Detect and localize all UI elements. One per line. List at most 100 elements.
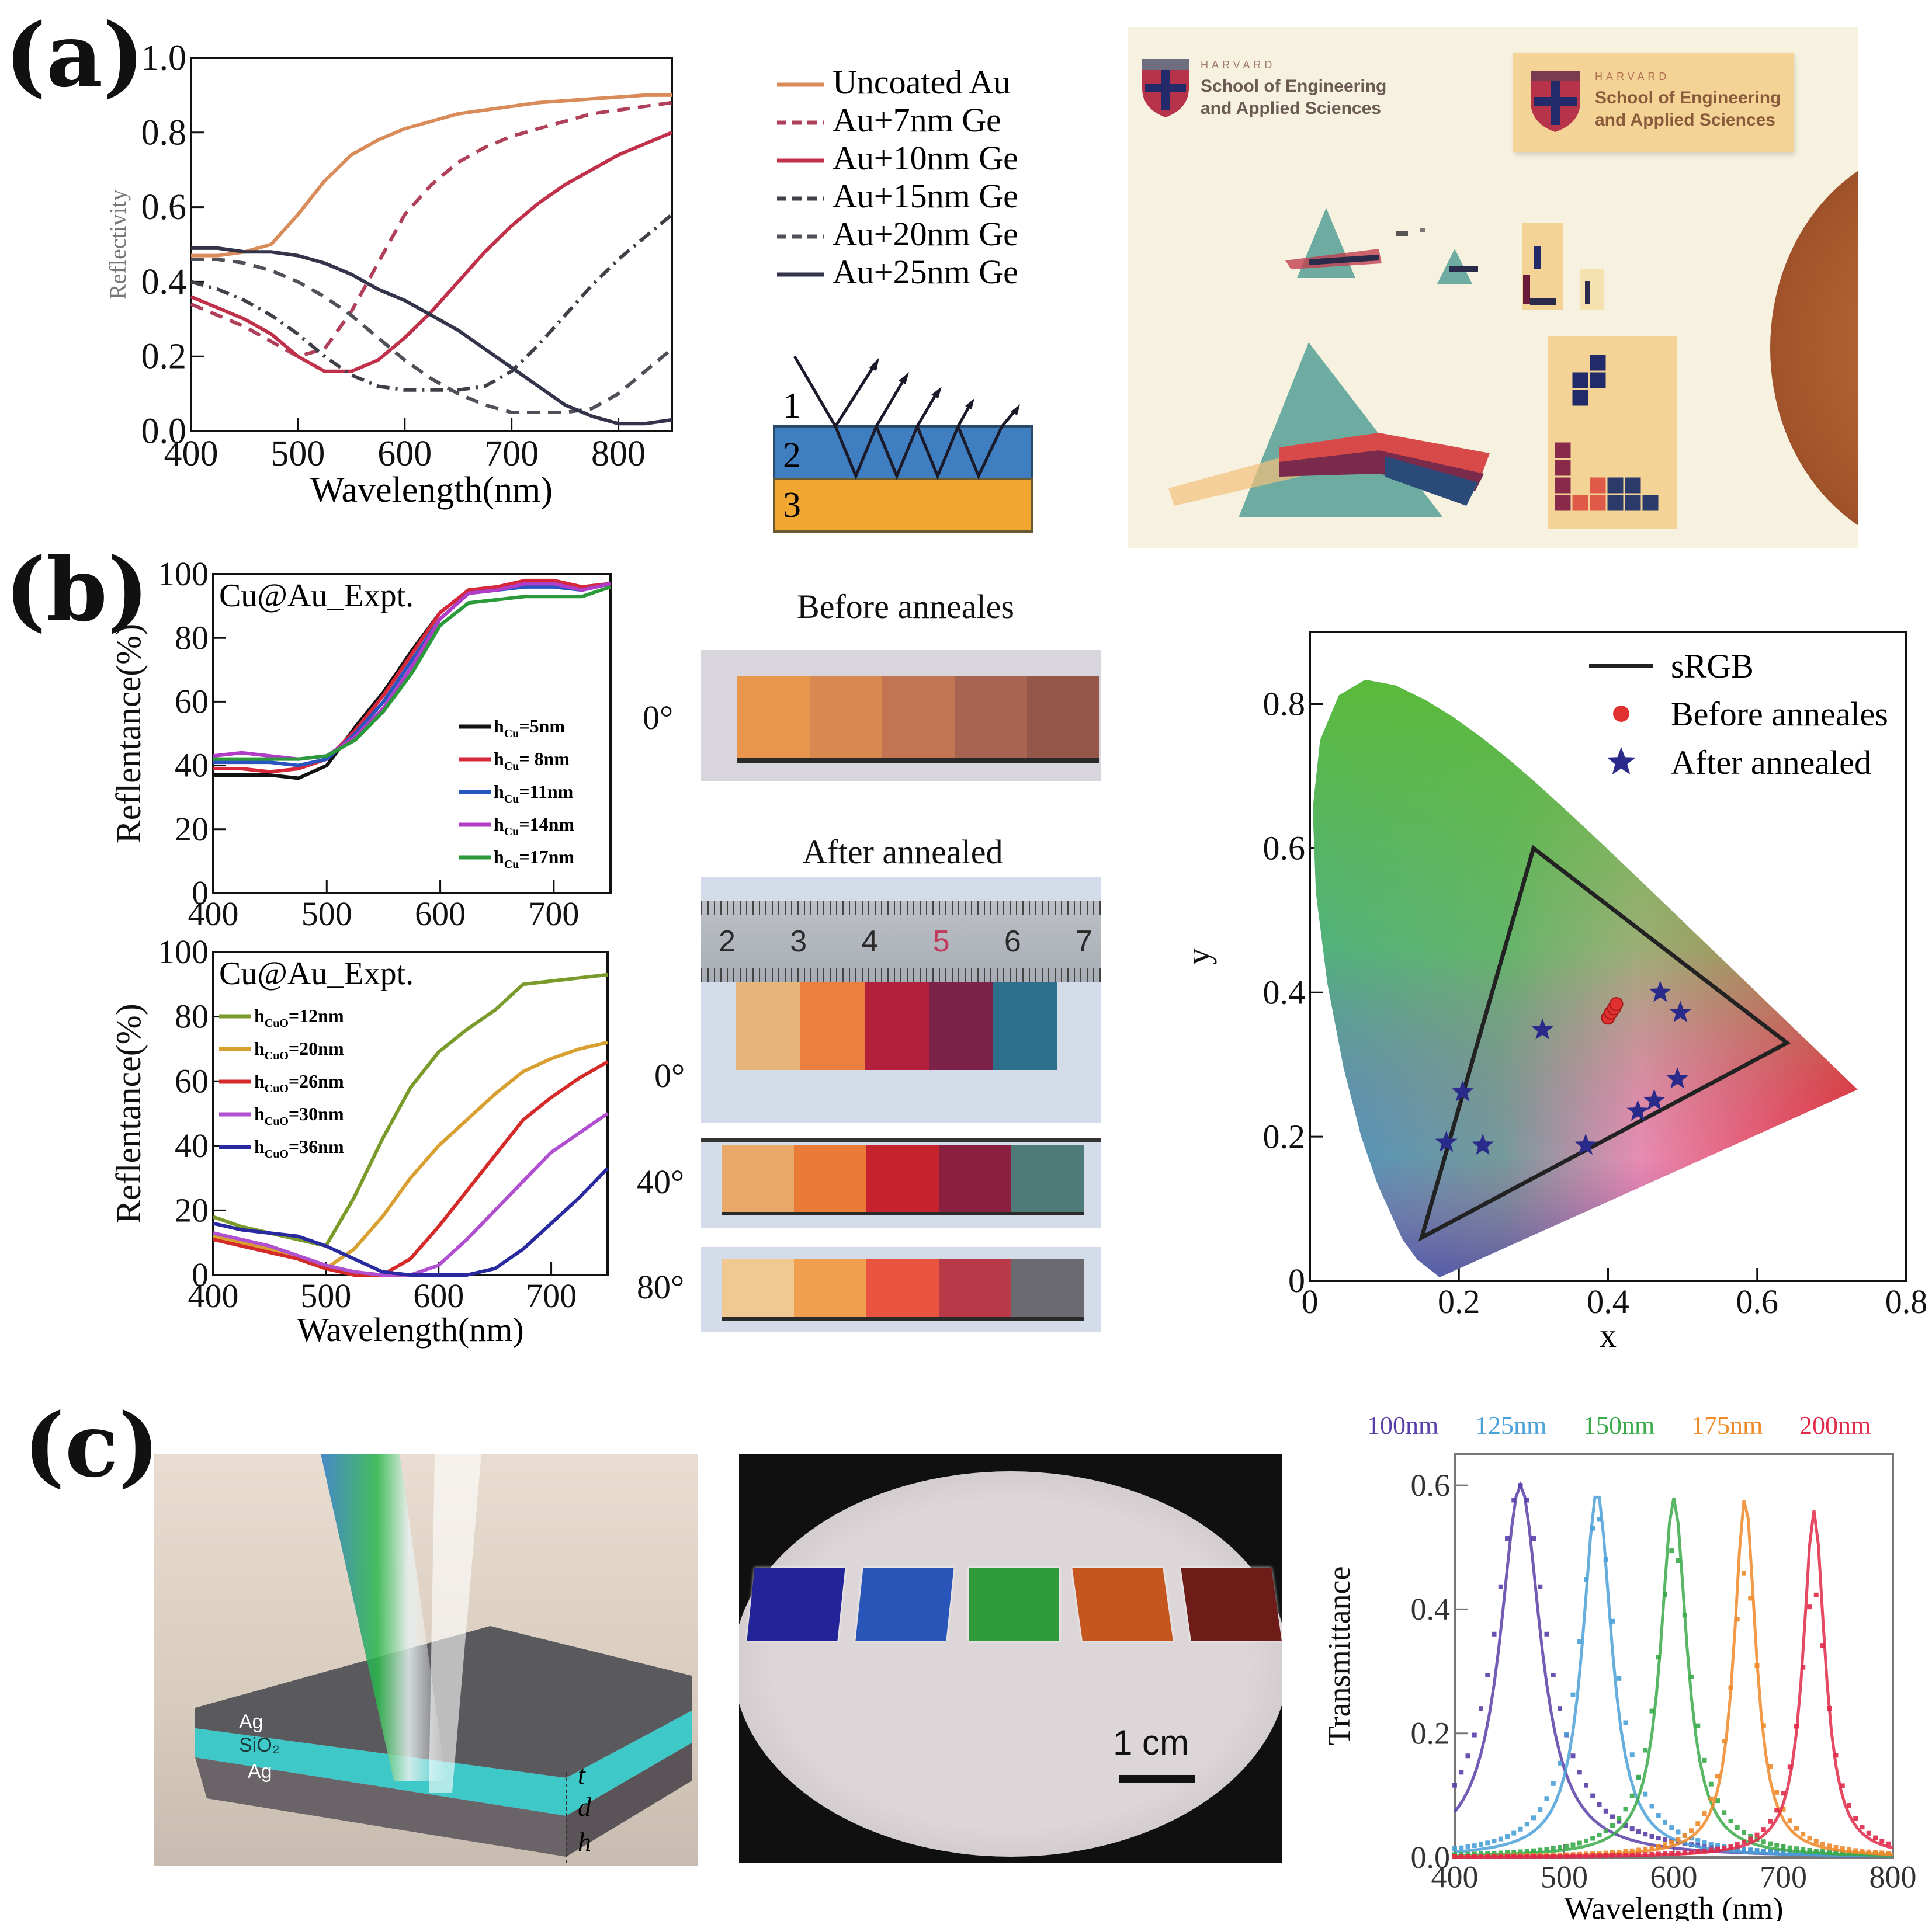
plot-frame [1454,1453,1894,1859]
exp-point-125nm [1498,1836,1503,1842]
exp-point-150nm [1768,1841,1773,1846]
y-tick-label: 80 [175,619,209,656]
exp-point-200nm [1722,1845,1727,1850]
exp-point-200nm [1617,1853,1622,1858]
exp-point-150nm [1590,1836,1595,1841]
legend-label: sRGB [1671,647,1754,685]
exp-point-150nm [1708,1781,1714,1787]
exp-point-150nm [1682,1613,1687,1618]
x-axis-label: x [1600,1316,1617,1354]
exp-point-200nm [1708,1847,1714,1853]
exp-point-100nm [1492,1631,1497,1637]
exp-point-175nm [1689,1828,1694,1833]
exp-point-200nm [1656,1851,1661,1857]
legend-label: Au+25nm Ge [833,253,1018,291]
exp-point-150nm [1570,1842,1576,1847]
exp-point-175nm [1794,1826,1799,1831]
x-tick-label: 400 [188,895,239,933]
exp-point-100nm [1584,1783,1588,1788]
exp-point-100nm [1531,1536,1536,1541]
exp-point-150nm [1827,1849,1832,1854]
legend-swatch-before [1613,706,1629,722]
plot-frame [190,57,673,432]
before-anneal-title: Before anneales [797,588,1014,626]
reflectance-cuo-chart: 400 500 600 700 0 20 40 60 80 100 Wavelength(nm) Re… [109,935,609,1349]
dimension-d: d [578,1792,592,1822]
exp-point-100nm [1708,1844,1714,1850]
after-point [1472,1133,1494,1155]
before-anneal-photo [701,650,1101,781]
exp-point-150nm [1676,1558,1681,1563]
exp-point-125nm [1656,1813,1661,1818]
exp-point-100nm [1479,1706,1483,1711]
exp-point-150nm [1558,1845,1562,1850]
exp-point-100nm [1617,1819,1622,1824]
legend-label: Au+15nm Ge [833,177,1018,215]
exp-point-100nm [1518,1483,1523,1488]
exp-point-200nm [1866,1830,1871,1836]
exp-point-125nm [1544,1796,1549,1801]
panel-label-c: (c) [23,1394,160,1497]
exp-point-175nm [1682,1833,1687,1838]
exp-point-175nm [1735,1617,1740,1622]
exp-point-100nm [1538,1584,1543,1589]
series-line-h-cu-17nm [213,585,611,761]
series-line-h-cu-8nm [213,578,611,774]
color-segment [722,1145,794,1212]
y-tick-label: 0.6 [1411,1468,1451,1503]
layer-label-ag-bottom: Ag [248,1760,272,1783]
cie-chromaticity-chart: 0 0.2 0.4 0.6 0.8 0 0.2 0.4 0.6 0.8 x y sRGB Before a… [1179,631,1927,1354]
y-tick-label: 100 [158,935,209,971]
exp-point-175nm [1833,1845,1839,1850]
exp-point-175nm [1866,1849,1871,1854]
ruler[interactable]: 2 3 4 5 6 7 [701,901,1101,982]
exp-point-175nm [1787,1818,1792,1823]
ruler-number: 7 [1076,925,1092,958]
legend-label: 125nm [1475,1411,1546,1440]
reflected-beam [429,1454,481,1793]
logo-large-line3: and Applied Sciences [1595,110,1775,130]
exp-point-100nm [1465,1753,1470,1759]
reflectivity-chart: 400 500 600 700 800 0.0 0.2 0.4 0.6 0.8 1.0 Wavelen… [105,38,673,510]
y-axis-label: Reflentance(%) [109,1003,148,1223]
y-tick-label: 0.0 [1411,1840,1451,1875]
x-tick-label: 700 [528,895,579,933]
exp-point-175nm [1807,1836,1812,1841]
exp-point-175nm [1708,1796,1714,1801]
exp-point-150nm [1833,1850,1839,1855]
y-tick-label: 20 [175,810,209,848]
layer-label-1: 1 [783,386,801,426]
layer-2-ge [773,425,1033,480]
legend-label: hCuO=26nm [254,1071,344,1095]
mim-structure-diagram: Ag SiO₂ Ag t d h [154,1454,698,1866]
exp-point-150nm [1663,1592,1667,1597]
exp-point-200nm [1465,1854,1470,1859]
exp-point-125nm [1761,1849,1766,1854]
plot-frame [212,573,612,894]
legend-label: hCu=17nm [494,846,574,871]
color-segment [865,982,929,1070]
exp-point-175nm [1715,1774,1720,1779]
exp-point-200nm [1649,1851,1654,1857]
exp-point-125nm [1564,1732,1569,1737]
color-filter-swatch [1071,1568,1173,1641]
exp-point-175nm [1695,1821,1701,1826]
exp-point-200nm [1643,1852,1648,1857]
exp-point-200nm [1597,1853,1602,1859]
exp-point-175nm [1748,1596,1753,1601]
color-segment [939,1145,1011,1212]
scale-bar-label: 1 cm [1113,1723,1189,1762]
before-point [1609,996,1624,1011]
logo-small-line2: School of Engineering [1201,77,1387,96]
small-tetris-images [1522,223,1604,310]
x-tick-label: 500 [270,434,325,474]
color-segment [722,1259,794,1317]
color-segment [939,1259,1011,1317]
x-axis-label: Wavelength(nm) [297,1311,523,1349]
exp-point-200nm [1695,1849,1701,1854]
exp-point-100nm [1570,1753,1576,1759]
exp-point-150nm [1603,1828,1608,1833]
exp-point-150nm [1485,1851,1490,1856]
exp-point-200nm [1754,1832,1760,1837]
